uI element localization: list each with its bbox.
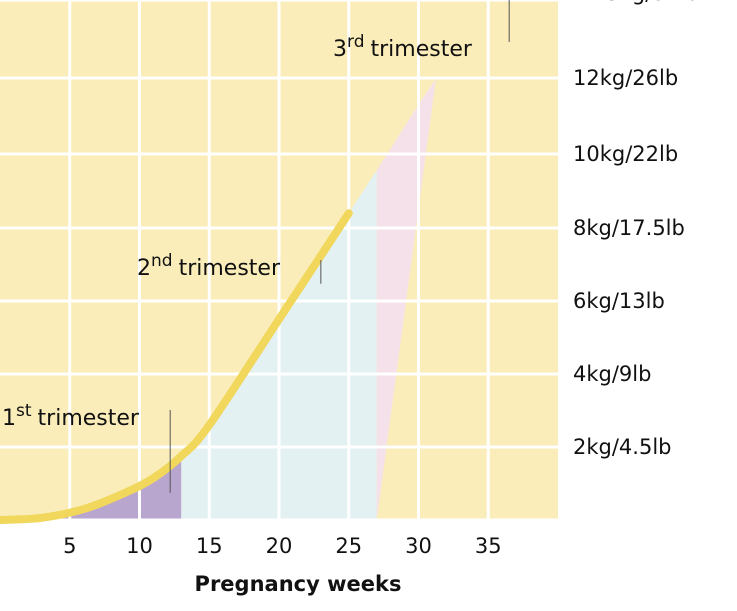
x-tick-label: 5 [63, 534, 76, 558]
x-tick-label: 15 [196, 534, 223, 558]
annotation-text: trimester [179, 256, 281, 281]
annotation-number: 3 [333, 37, 347, 62]
annotation-label: 3rd trimester [333, 32, 473, 62]
x-tick-label: 25 [335, 534, 362, 558]
annotation-number: 2 [137, 256, 151, 281]
trimester-2-annotation: 2nd trimester [137, 251, 322, 284]
annotation-number: 1 [2, 406, 16, 431]
annotation-label: 1st trimester [2, 401, 140, 431]
y-axis-labels: 2kg/4.5lb 4kg/9lb 6kg/13lb 8kg/17.5lb 10kg/2… [573, 0, 698, 459]
y-tick-label: 12kg/26lb [573, 66, 678, 90]
trimester-1-fill [0, 456, 182, 520]
grid-lines [0, 0, 558, 522]
annotation-label: 2nd trimester [137, 251, 281, 281]
annotation-superscript: st [16, 401, 32, 421]
y-tick-label: 10kg/22lb [573, 142, 678, 166]
y-tick-label: 6kg/13lb [573, 289, 665, 313]
x-tick-label: 20 [266, 534, 293, 558]
x-tick-label: 10 [126, 534, 153, 558]
y-tick-label: 2kg/4.5lb [573, 435, 672, 459]
trimester-annotations: 1st trimester 2nd trimester 3rd trimester [2, 0, 510, 493]
weight-curve [0, 209, 353, 524]
x-axis-ticks: 5 10 15 20 25 30 35 [63, 534, 502, 558]
y-tick-label: 4kg/9lb [573, 362, 651, 386]
y-tick-label: 8kg/17.5lb [573, 216, 685, 240]
annotation-superscript: nd [151, 251, 173, 271]
y-tick-label: 14.5kg/32lb [573, 0, 698, 5]
trimester-3-annotation: 3rd trimester [333, 0, 510, 62]
annotation-text: trimester [38, 406, 140, 431]
x-tick-label: 30 [405, 534, 432, 558]
x-tick-label: 35 [475, 534, 502, 558]
x-axis-title: Pregnancy weeks [195, 572, 402, 596]
trimester-1-annotation: 1st trimester [2, 401, 171, 493]
annotation-text: trimester [370, 37, 472, 62]
trimester-3-fill [376, 78, 436, 521]
annotation-superscript: rd [347, 32, 364, 52]
